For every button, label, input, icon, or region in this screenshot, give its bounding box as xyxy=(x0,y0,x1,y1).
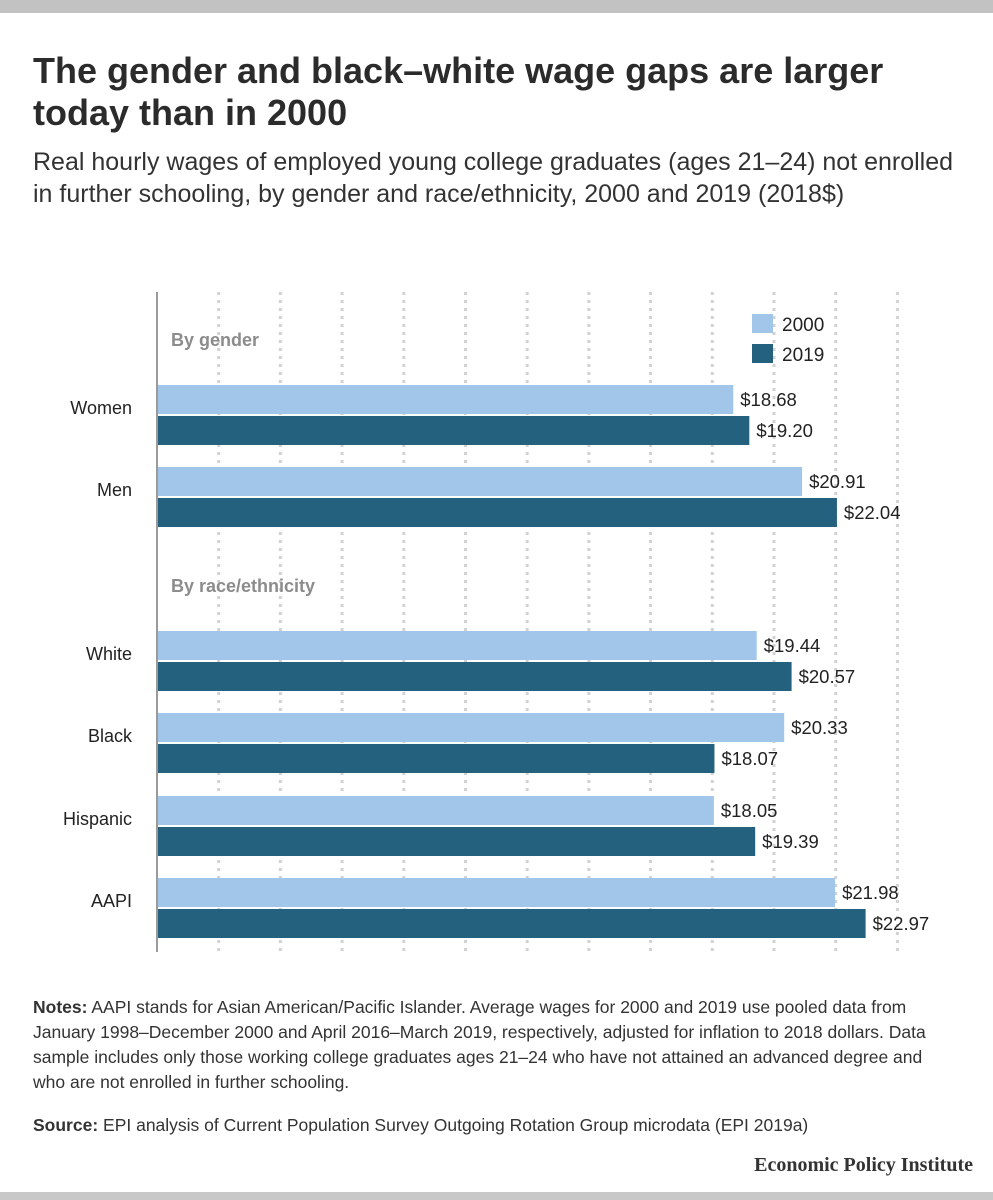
data-label: $22.04 xyxy=(844,502,901,523)
data-label: $18.05 xyxy=(721,800,778,821)
category-label: Men xyxy=(97,480,132,500)
data-label: $18.68 xyxy=(740,389,797,410)
category-label: Women xyxy=(70,398,132,418)
top-border xyxy=(0,0,993,13)
category-label: AAPI xyxy=(91,891,132,911)
group-label: By gender xyxy=(171,330,259,350)
data-label: $18.07 xyxy=(721,748,778,769)
bottom-border xyxy=(0,1192,993,1200)
legend-swatch xyxy=(752,314,773,333)
bar-2019 xyxy=(157,498,837,527)
data-label: $20.91 xyxy=(809,471,866,492)
data-label: $20.57 xyxy=(799,666,856,687)
data-label: $19.39 xyxy=(762,831,819,852)
bar-2000 xyxy=(157,385,734,414)
bar-2019 xyxy=(157,909,866,938)
legend-label: 2000 xyxy=(782,315,824,336)
category-label: White xyxy=(86,644,132,664)
bar-2000 xyxy=(157,631,757,660)
bar-2000 xyxy=(157,878,836,907)
source: Source: EPI analysis of Current Populati… xyxy=(33,1113,953,1138)
bar-2000 xyxy=(157,796,714,825)
data-label: $19.44 xyxy=(764,635,821,656)
legend-label: 2019 xyxy=(782,345,824,366)
epi-logo-text: Economic Policy Institute xyxy=(754,1154,973,1176)
bar-2019 xyxy=(157,662,792,691)
bar-2000 xyxy=(157,713,785,742)
bar-chart: By gender By race/ethnicity $18.68 $19.20 Wo… xyxy=(63,292,930,952)
chart-subtitle: Real hourly wages of employed young coll… xyxy=(33,148,954,208)
group-label: By race/ethnicity xyxy=(171,576,315,596)
data-label: $19.20 xyxy=(756,420,813,441)
bar-2019 xyxy=(157,416,750,445)
data-label: $21.98 xyxy=(842,882,899,903)
bar-2000 xyxy=(157,467,803,496)
notes-text: AAPI stands for Asian American/Pacific I… xyxy=(33,997,926,1092)
source-text: EPI analysis of Current Population Surve… xyxy=(98,1115,809,1135)
data-label: $22.97 xyxy=(873,913,930,934)
legend-swatch xyxy=(752,344,773,363)
bar-2019 xyxy=(157,744,715,773)
category-label: Black xyxy=(88,726,133,746)
source-label: Source: xyxy=(33,1115,99,1135)
bar-2019 xyxy=(157,827,756,856)
category-label: Hispanic xyxy=(63,809,132,829)
notes-label: Notes: xyxy=(33,997,88,1017)
data-label: $20.33 xyxy=(791,717,848,738)
chart-title: The gender and black–white wage gaps are… xyxy=(33,50,884,133)
notes: Notes: AAPI stands for Asian American/Pa… xyxy=(33,995,953,1095)
